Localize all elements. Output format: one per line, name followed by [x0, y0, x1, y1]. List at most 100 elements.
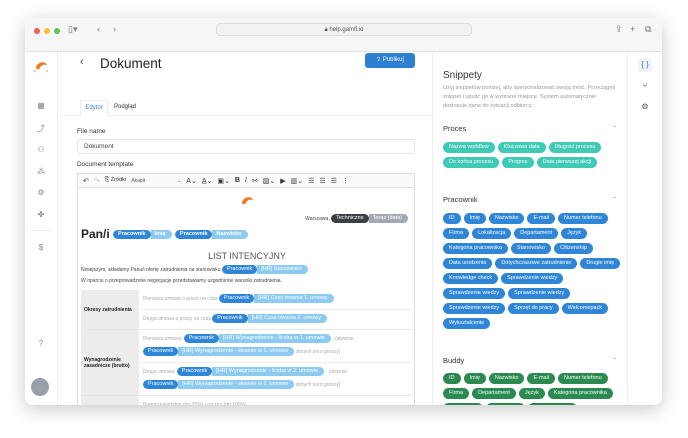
- snippet-chip[interactable]: Data pierwszej akcji: [536, 157, 598, 168]
- snippet-chip[interactable]: Lokalizacja: [472, 228, 512, 239]
- snippet-chip[interactable]: Nazwa workflow: [443, 142, 495, 153]
- editor-body[interactable]: Warszawa, Techniczne Teraz (data) Pan/i P…: [77, 188, 415, 405]
- snippet-chip[interactable]: Welcomepack: [561, 303, 609, 314]
- snippet-chip[interactable]: Dotychczasowe zatrudnienie: [495, 258, 578, 269]
- chevron-up-icon[interactable]: ⌃: [611, 358, 617, 364]
- snippet-chip[interactable]: Język: [518, 388, 545, 399]
- snippet-chip[interactable]: Nazwisko: [488, 213, 525, 224]
- snippet-chip[interactable]: Sprawdzenie wiedzy: [508, 288, 571, 299]
- snippet-chip[interactable]: Departament: [514, 228, 559, 239]
- back-chevron-icon[interactable]: ‹: [80, 56, 84, 68]
- field-snippet[interactable]: Pracownik [HR] Wynagrodzenie - liczba w 1…: [183, 334, 331, 344]
- sidebar-toggle-icon[interactable]: ▯▾: [68, 24, 78, 34]
- snippet-chip[interactable]: Sprawdzenie wiedzy: [501, 273, 564, 284]
- paragraph-select[interactable]: Akapit ⌄: [131, 178, 181, 184]
- snippet-chip[interactable]: Numer telefonu: [558, 213, 608, 224]
- more-icon[interactable]: ⋮: [341, 177, 349, 185]
- settings-icon[interactable]: ⚙: [37, 188, 45, 197]
- font-size-icon[interactable]: A⌄: [186, 177, 197, 185]
- avatar-icon[interactable]: [31, 378, 49, 396]
- snippet-chip[interactable]: Sprzęt do pracy: [508, 303, 559, 314]
- help-icon[interactable]: ?: [38, 339, 44, 348]
- snippet-chip[interactable]: Język: [561, 228, 588, 239]
- snippet-chip[interactable]: Citizenship: [554, 243, 593, 254]
- field-snippet[interactable]: Pracownik [HR] Wynagrodzenie - liczba w 2…: [176, 367, 325, 377]
- snippet-chip[interactable]: Progres: [502, 157, 534, 168]
- source-button[interactable]: ⎘ Źródło: [104, 177, 127, 183]
- redo-icon[interactable]: ↷: [93, 177, 100, 185]
- puzzle-icon[interactable]: ✤: [37, 210, 45, 219]
- snippet-chip[interactable]: Wykształcenie: [443, 318, 491, 329]
- dashboard-icon[interactable]: ▦: [37, 101, 45, 110]
- field-snippet[interactable]: Pracownik [HR] Czas trwania 2. umowy: [212, 314, 327, 324]
- date-snippet[interactable]: Techniczne Teraz (data): [331, 214, 408, 223]
- position-snippet[interactable]: Pracownik [HR] Stanowisko: [221, 265, 308, 274]
- hierarchy-icon[interactable]: ⁂: [37, 167, 45, 176]
- field-snippet[interactable]: Pracownik [HR] Wynagrodzenie - słownie w …: [143, 347, 295, 357]
- bullet-list-icon[interactable]: ☰: [319, 177, 326, 185]
- back-icon[interactable]: ‹: [97, 24, 100, 34]
- name-snippet[interactable]: Pracownik Imię: [113, 230, 172, 240]
- snippet-chip[interactable]: Stanowisko: [443, 403, 484, 405]
- section-title-proces[interactable]: Proces: [443, 124, 467, 133]
- snippet-chip[interactable]: E-mail: [527, 213, 556, 224]
- gamfi-logo[interactable]: [32, 58, 50, 74]
- snippet-chip[interactable]: Kategoria pracownika: [443, 243, 508, 254]
- snippet-chip[interactable]: Imię: [463, 213, 486, 224]
- surname-snippet[interactable]: Pracownik Nazwisko: [174, 230, 248, 240]
- snippet-chip[interactable]: Firma: [443, 228, 470, 239]
- snippet-chip[interactable]: Kluczowa data: [497, 142, 546, 153]
- snippet-chip[interactable]: Citizenship: [486, 403, 526, 405]
- chevron-up-icon[interactable]: ⌃: [611, 197, 617, 203]
- field-snippet[interactable]: Pracownik [HR] Czas trwania 1. umowy: [218, 294, 334, 304]
- todo-list-icon[interactable]: ☰: [308, 177, 315, 185]
- font-color-icon[interactable]: A̲⌄: [201, 177, 213, 185]
- bold-icon[interactable]: B: [234, 177, 240, 184]
- publish-button[interactable]: ⇪ Publikuj: [365, 53, 415, 68]
- snippet-chip[interactable]: Imię: [463, 373, 486, 384]
- section-title-buddy[interactable]: Buddy: [443, 356, 465, 365]
- snippet-chip[interactable]: Kategoria pracownika: [547, 388, 613, 399]
- table-icon[interactable]: ▥⌄: [290, 177, 304, 185]
- snippet-chip[interactable]: Drugie imię: [580, 258, 621, 269]
- dollar-icon[interactable]: $: [38, 243, 44, 252]
- minimize-window-button[interactable]: [44, 28, 50, 34]
- settings-icon[interactable]: ⚙: [641, 102, 649, 111]
- highlight-icon[interactable]: ▣⌄: [217, 177, 230, 185]
- chevron-up-icon[interactable]: ⌃: [611, 126, 617, 132]
- file-name-input[interactable]: Dokument: [77, 139, 415, 154]
- code-braces-icon[interactable]: { }: [638, 58, 652, 72]
- new-tab-icon[interactable]: +: [630, 24, 636, 34]
- snippet-chip[interactable]: Sprawdzenie wiedzy: [443, 303, 506, 314]
- address-bar[interactable]: 🔒︎ help.gamfi.io: [216, 23, 472, 36]
- users-icon[interactable]: ⚇: [37, 145, 45, 154]
- tab-podglad[interactable]: Podgląd: [114, 104, 137, 110]
- section-title-pracownik[interactable]: Pracownik: [443, 195, 478, 204]
- numbered-list-icon[interactable]: ☰: [330, 177, 337, 185]
- italic-icon[interactable]: I: [244, 177, 247, 184]
- snippet-chip[interactable]: Sprawdzenie wiedzy: [443, 288, 506, 299]
- media-icon[interactable]: ▶: [280, 177, 286, 185]
- workflow-icon[interactable]: ⤴: [37, 124, 45, 133]
- snippet-chip[interactable]: Długość procesu: [548, 142, 602, 153]
- maximize-window-button[interactable]: [54, 28, 60, 34]
- snippet-chip[interactable]: ID: [443, 213, 461, 224]
- forward-icon[interactable]: ›: [113, 24, 116, 34]
- snippet-chip[interactable]: Knowledge check: [443, 273, 499, 284]
- share-icon[interactable]: ⇪: [615, 24, 623, 34]
- snippet-chip[interactable]: Data urodzenia: [443, 258, 493, 269]
- snippet-chip[interactable]: Firma: [443, 388, 470, 399]
- snippet-chip[interactable]: Numer telefonu: [558, 373, 608, 384]
- snippet-chip[interactable]: Departament: [472, 388, 516, 399]
- snippet-chip[interactable]: ID: [443, 373, 461, 384]
- snippet-chip[interactable]: Data urodzenia: [528, 403, 578, 405]
- snippet-chip[interactable]: Stanowisko: [510, 243, 552, 254]
- snippet-chip[interactable]: Nazwisko: [488, 373, 525, 384]
- snippet-chip[interactable]: Do końca procesu: [443, 157, 500, 168]
- link-icon[interactable]: ⚯: [251, 177, 258, 185]
- branch-icon[interactable]: ⑂: [642, 81, 648, 90]
- snippet-chip[interactable]: E-mail: [527, 373, 556, 384]
- undo-icon[interactable]: ↶: [83, 177, 89, 185]
- close-window-button[interactable]: [34, 28, 40, 34]
- tab-edytor[interactable]: Edytor: [80, 100, 108, 116]
